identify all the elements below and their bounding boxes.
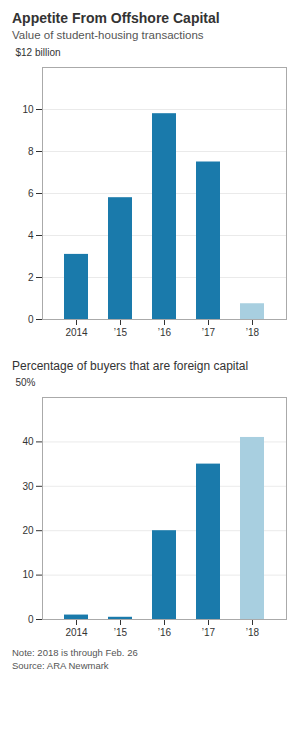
svg-text:’17: ’17 bbox=[202, 627, 216, 638]
svg-text:2014: 2014 bbox=[65, 627, 88, 638]
svg-text:’15: ’15 bbox=[114, 327, 128, 338]
svg-text:10: 10 bbox=[22, 104, 34, 115]
svg-text:0: 0 bbox=[28, 314, 34, 325]
svg-text:’18: ’18 bbox=[246, 627, 260, 638]
svg-text:40: 40 bbox=[22, 436, 34, 447]
html-text:Percentage of buyers that are: Percentage of buyers that are foreign ca… bbox=[12, 359, 249, 373]
svg-text:’16: ’16 bbox=[158, 627, 172, 638]
svg-text:30: 30 bbox=[22, 481, 34, 492]
svg-text:$12 billion: $12 billion bbox=[16, 47, 61, 58]
svg-text:’16: ’16 bbox=[158, 327, 172, 338]
html-text:Appetite From Offshore Capital: Appetite From Offshore Capital bbox=[12, 10, 220, 26]
svg-text:50%: 50% bbox=[16, 377, 36, 388]
svg-text:’15: ’15 bbox=[114, 627, 128, 638]
svg-text:8: 8 bbox=[28, 146, 34, 157]
svg-text:20: 20 bbox=[22, 525, 34, 536]
html-text:Value of student-housing trans: Value of student-housing transactions bbox=[12, 29, 204, 41]
svg-text:0: 0 bbox=[28, 614, 34, 625]
svg-text:2: 2 bbox=[28, 272, 34, 283]
svg-text:’18: ’18 bbox=[246, 327, 260, 338]
html-text:Note: 2018 is through Feb. 26: Note: 2018 is through Feb. 26 bbox=[12, 647, 138, 658]
svg-text:’17: ’17 bbox=[202, 327, 216, 338]
html-text:Source: ARA Newmark: Source: ARA Newmark bbox=[12, 660, 109, 671]
svg-text:6: 6 bbox=[28, 188, 34, 199]
svg-text:4: 4 bbox=[28, 230, 34, 241]
svg-text:10: 10 bbox=[22, 569, 34, 580]
svg-text:2014: 2014 bbox=[65, 327, 88, 338]
